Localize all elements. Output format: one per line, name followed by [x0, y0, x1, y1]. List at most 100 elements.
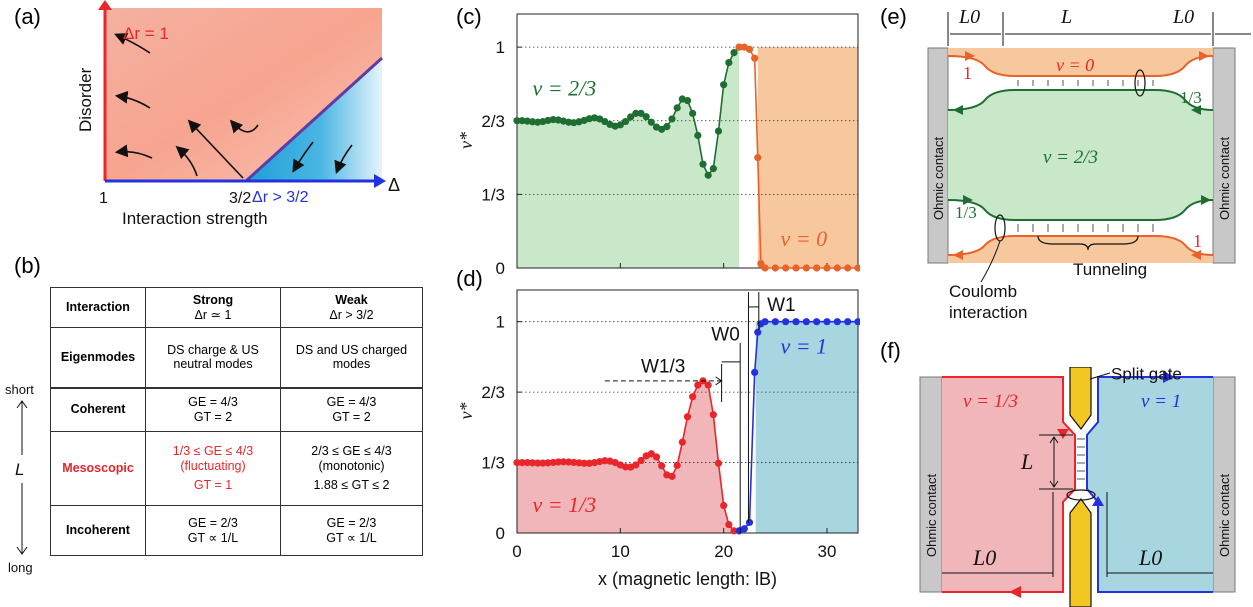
- coulomb-loop-top: [1134, 69, 1146, 97]
- series-1-point: [709, 411, 717, 419]
- series-1-point: [673, 461, 681, 469]
- y-tick-label-1: 1/3: [481, 454, 505, 473]
- series-1-point: [720, 501, 728, 510]
- row-label-eigenmodes: Eigenmodes: [50, 327, 146, 388]
- x-tick-label-3: 30: [818, 542, 837, 561]
- series-2-point: [823, 264, 831, 272]
- arrow-green-bottom: [963, 195, 973, 205]
- edge-green-bottom: [947, 199, 1214, 221]
- y-tick-label-0: 0: [496, 524, 505, 543]
- series-1-point: [720, 81, 728, 89]
- series-1-point: [704, 171, 712, 179]
- meso-weak-ge: 2/3 ≤ GE ≤ 4/3: [311, 443, 392, 458]
- y-axis-title: Disorder: [76, 67, 95, 132]
- right-region-fill: [757, 47, 858, 269]
- series-1-point: [575, 459, 583, 467]
- label-delta: Δ: [388, 175, 400, 195]
- arrow-red-bottom: [1009, 586, 1021, 598]
- table-header-strong: Strong Δr ≃ 1: [145, 287, 281, 328]
- length-long-label: long: [8, 560, 33, 575]
- series-1-point: [570, 458, 578, 467]
- label-coulomb-2: interaction: [949, 303, 1027, 322]
- series-2-point: [844, 264, 852, 272]
- series-1-point: [642, 113, 650, 121]
- series-2-point: [854, 318, 860, 326]
- series-2-point: [782, 264, 790, 272]
- series-1-point: [616, 121, 624, 129]
- coherent-strong-ge: GE = 4/3: [188, 395, 238, 409]
- ohmic-label-right-f: Ohmic contact: [1217, 474, 1232, 557]
- tunneling-brace: [1037, 235, 1139, 251]
- split-gate-pointer: [1089, 372, 1111, 380]
- meso-weak-gt: 1.88 ≤ GT ≤ 2: [313, 478, 390, 493]
- series-2-point: [802, 264, 810, 272]
- series-2-point: [751, 368, 759, 377]
- edge-orange-bottom: [947, 235, 1214, 256]
- series-2-point: [792, 318, 800, 326]
- coherent-weak-gt: GT = 2: [332, 409, 371, 424]
- series-1-point: [704, 381, 712, 389]
- series-2-line: [738, 320, 858, 532]
- series-1-point: [689, 109, 697, 117]
- y-axis-label: ν*: [456, 132, 476, 149]
- series-2-point: [761, 264, 769, 272]
- series-1-point: [709, 165, 717, 173]
- incoh-strong-ge: GE = 2/3: [188, 515, 238, 530]
- series-1-point: [725, 520, 733, 529]
- series-1-point: [668, 115, 676, 123]
- label-one-top: 1: [963, 63, 972, 83]
- series-1-point: [725, 58, 733, 67]
- meso-strong-gt: GT = 1: [193, 478, 233, 493]
- series-2-point: [754, 328, 762, 336]
- series-1-point: [513, 459, 521, 467]
- series-1-point: [565, 118, 573, 126]
- series-1-point: [637, 456, 645, 465]
- plot-frame: [516, 13, 859, 269]
- chart-d: 01/32/310 10 20 30ν*ν = 1/3ν = 1x (magnetic…: [456, 289, 860, 589]
- dim-L: L: [1060, 6, 1072, 28]
- weak-sub: Δr > 3/2: [329, 307, 374, 322]
- plot-frame: [516, 289, 859, 534]
- series-2-point: [833, 264, 841, 272]
- tunneling-ticks-top: [1017, 80, 1154, 86]
- gate-ticks: [1077, 438, 1085, 480]
- series-1-point: [678, 438, 686, 446]
- split-gate-top: [1069, 367, 1092, 431]
- eigen-weak: DS and US charged modes: [280, 327, 423, 388]
- coherent-weak: GE = 4/3 GT = 2: [280, 387, 423, 432]
- incoh-weak: GE = 2/3 GT ∝ 1/L: [280, 505, 423, 556]
- y-axis-label: ν*: [456, 403, 476, 420]
- region-label-nu-0: ν = 0: [781, 226, 828, 251]
- x-tick-label-1: 10: [611, 542, 630, 561]
- y-tick-label-2: 2/3: [481, 112, 505, 131]
- dimension-top: [947, 12, 1251, 46]
- meso-strong-note: (fluctuating): [180, 458, 246, 473]
- incoh-strong: GE = 2/3 GT ∝ 1/L: [145, 505, 281, 556]
- tick-3-2: 3/2: [229, 190, 251, 207]
- phase-boundary: [244, 56, 384, 183]
- arrow-blue-top: [1163, 371, 1175, 383]
- panel-label-f: (f): [880, 338, 901, 363]
- label-third-bottom: 1/3: [955, 203, 977, 222]
- series-1-point: [528, 118, 537, 126]
- gate-coulomb-loop: [1066, 489, 1096, 501]
- series-2-point: [761, 318, 769, 326]
- series-1-point: [632, 461, 640, 469]
- meso-weak: 2/3 ≤ GE ≤ 4/3 (monotonic) 1.88 ≤ GT ≤ 2: [280, 431, 423, 506]
- annotation-w0: W0: [711, 325, 740, 346]
- strong-title: Strong: [192, 292, 234, 307]
- series-1-point: [580, 459, 588, 467]
- panel-label-a: (a): [14, 4, 41, 29]
- meso-strong: 1/3 ≤ GE ≤ 4/3 (fluctuating) GT = 1: [145, 431, 281, 506]
- phase-diagram-a: Δr = 1 Δr > 3/2 Δ 1 3/2 Interaction stre…: [76, 0, 400, 228]
- split-gate-bottom: [1069, 497, 1092, 607]
- edge-green-top: [947, 89, 1214, 111]
- panel-label-c: (c): [456, 4, 482, 29]
- flow-arrows: [114, 33, 353, 179]
- coulomb-pointer: [980, 240, 1001, 283]
- incoh-strong-gt: GT ∝ 1/L: [187, 530, 239, 545]
- region-label-nu-1-3: ν = 1/3: [533, 492, 597, 517]
- panel-label-d: (d): [456, 266, 483, 291]
- series-2-point: [813, 264, 821, 272]
- y-tick-label-1: 1/3: [481, 185, 505, 204]
